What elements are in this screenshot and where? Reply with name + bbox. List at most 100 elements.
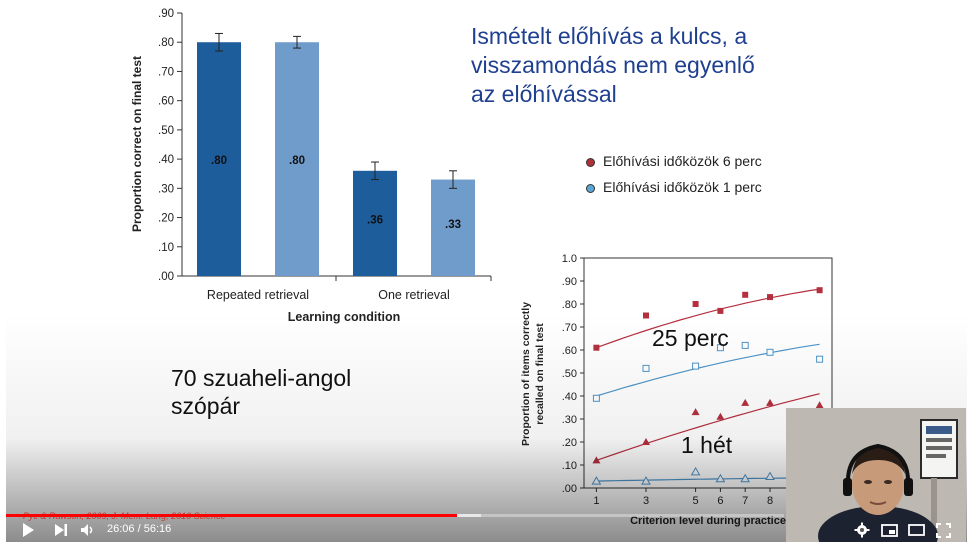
criterion-chart: .00 .10 .20 .30 .40 .50 .60 .70 .80 .90 1.0 1 3 5 6 7 8 1…	[520, 253, 833, 527]
data-point-filled-square	[767, 294, 773, 301]
settings-icon	[854, 522, 870, 538]
data-point-open-triangle	[591, 476, 602, 485]
scatter-x-tick-label: 1	[593, 495, 599, 507]
data-point-filled-square	[593, 344, 600, 351]
miniplayer-icon	[880, 523, 898, 537]
data-point-filled-triangle	[642, 438, 650, 445]
volume-icon	[81, 524, 93, 536]
annotation-1-het: 1 hét	[681, 432, 733, 458]
data-point-open-triangle	[740, 473, 751, 483]
next-button[interactable]	[51, 521, 71, 539]
time-display: 26:06 / 56:16	[107, 523, 171, 535]
fit-curve	[596, 288, 820, 349]
scatter-x-tick-label: 8	[767, 495, 773, 507]
fullscreen-icon	[935, 522, 951, 538]
legend-blue-dot-icon	[586, 183, 595, 193]
slide-heading: Ismételt előhívás a kulcs, a visszamondá…	[471, 22, 811, 109]
settings-button[interactable]	[852, 521, 872, 539]
bar-y-tick-label: .10	[158, 242, 174, 254]
bar-value-label: .80	[289, 155, 305, 167]
fit-curve	[596, 477, 820, 482]
scatter-y-tick-label: .30	[562, 414, 577, 426]
progress-bar[interactable]	[6, 514, 784, 517]
legend-item-1perc: Előhívási időközök 1 perc	[586, 179, 762, 195]
scatter-x-tick-label: 5	[693, 495, 699, 507]
heading-line-1: Ismételt előhívás a kulcs, a	[471, 23, 748, 49]
bar	[353, 170, 397, 276]
play-button[interactable]	[18, 521, 38, 539]
data-point-filled-square	[742, 291, 749, 298]
fullscreen-button[interactable]	[933, 521, 953, 539]
bar-chart: .00 .10 .20 .30 .40 .50 .60 .70 .80 .90 .80 .80 .36.…	[130, 8, 492, 324]
next-icon	[55, 524, 67, 536]
data-point-filled-triangle	[592, 456, 601, 464]
bar-value-label: .36	[367, 214, 383, 226]
data-point-open-triangle	[765, 471, 775, 480]
scatter-x-tick-label: 3	[643, 495, 649, 507]
fit-curve	[596, 393, 820, 461]
bar-y-tick-label: .20	[158, 213, 174, 225]
data-point-open-square	[692, 362, 700, 370]
bar-x-axis-title: Learning condition	[288, 310, 401, 324]
presenter-image	[786, 408, 966, 542]
bar-value-label: .80	[211, 155, 227, 167]
scatter-y-tick-label: .50	[562, 368, 577, 380]
data-point-open-triangle	[641, 476, 651, 485]
webcam-inset	[786, 408, 966, 542]
scatter-x-tick-label: 7	[742, 495, 748, 507]
heading-line-2: visszamondás nem egyenlő	[471, 52, 755, 78]
words-line-1: 70 szuaheli-angol	[171, 365, 352, 391]
scatter-y-tick-label: .70	[562, 322, 577, 334]
data-point-filled-triangle	[691, 408, 700, 416]
scatter-y-axis-title-2: recalled on final test	[534, 323, 546, 425]
bar-y-tick-label: .30	[158, 183, 174, 195]
scatter-x-axis-title: Criterion level during practice	[630, 515, 786, 527]
scatter-y-tick-label: .90	[562, 276, 577, 288]
bar-value-label: .33	[445, 219, 461, 231]
data-point-open-square	[741, 341, 749, 349]
bar-y-tick-label: .60	[158, 96, 174, 108]
bar-category-label: Repeated retrieval	[207, 288, 309, 302]
bar	[197, 42, 241, 276]
bar-y-tick-label: .80	[158, 37, 174, 49]
scatter-y-tick-label: .00	[562, 483, 577, 495]
scatter-x-tick-label: 6	[717, 495, 723, 507]
legend-label: Előhívási időközök 1 perc	[603, 179, 762, 195]
bar-y-axis-title: Proportion correct on final test	[130, 56, 144, 232]
current-time: 26:06	[107, 523, 135, 535]
heading-line-3: az előhívással	[471, 81, 617, 107]
theater-icon	[907, 524, 925, 536]
scatter-y-axis-title-1: Proportion of items correctly	[520, 302, 532, 446]
bar	[431, 179, 475, 276]
scatter-y-tick-label: .10	[562, 460, 577, 472]
duration: 56:16	[143, 523, 172, 535]
slide-graphics: .00 .10 .20 .30 .40 .50 .60 .70 .80 .90 .80 .80 .36.…	[130, 8, 833, 527]
data-point-open-square	[816, 355, 824, 363]
mute-button[interactable]	[78, 521, 98, 539]
data-point-filled-triangle	[815, 401, 824, 409]
data-point-filled-square	[717, 307, 724, 314]
time-separator: /	[134, 523, 144, 535]
data-point-filled-square	[816, 287, 823, 294]
bar-y-tick-label: .40	[158, 154, 174, 166]
data-point-filled-square	[643, 312, 649, 319]
words-line-2: szópár	[171, 393, 241, 419]
legend-red-dot-icon	[586, 157, 595, 167]
data-point-open-square	[716, 344, 724, 352]
bar-y-tick-label: .90	[158, 8, 174, 20]
data-point-open-square	[642, 364, 650, 372]
scatter-y-tick-label: .80	[562, 299, 577, 311]
scatter-y-tick-label: .60	[562, 345, 577, 357]
data-point-filled-triangle	[716, 412, 725, 420]
data-point-open-square	[766, 348, 774, 356]
fit-curve	[596, 343, 820, 397]
annotation-25-perc: 25 perc	[652, 325, 729, 351]
scatter-y-tick-label: .40	[562, 391, 577, 403]
legend-label: Előhívási időközök 6 perc	[603, 153, 762, 169]
miniplayer-button[interactable]	[879, 521, 899, 539]
bar-y-tick-label: .00	[158, 271, 174, 283]
theater-mode-button[interactable]	[906, 521, 926, 539]
scatter-y-tick-label: .20	[562, 437, 577, 449]
scatter-y-tick-label: 1.0	[562, 253, 577, 265]
data-point-open-square	[592, 394, 600, 402]
